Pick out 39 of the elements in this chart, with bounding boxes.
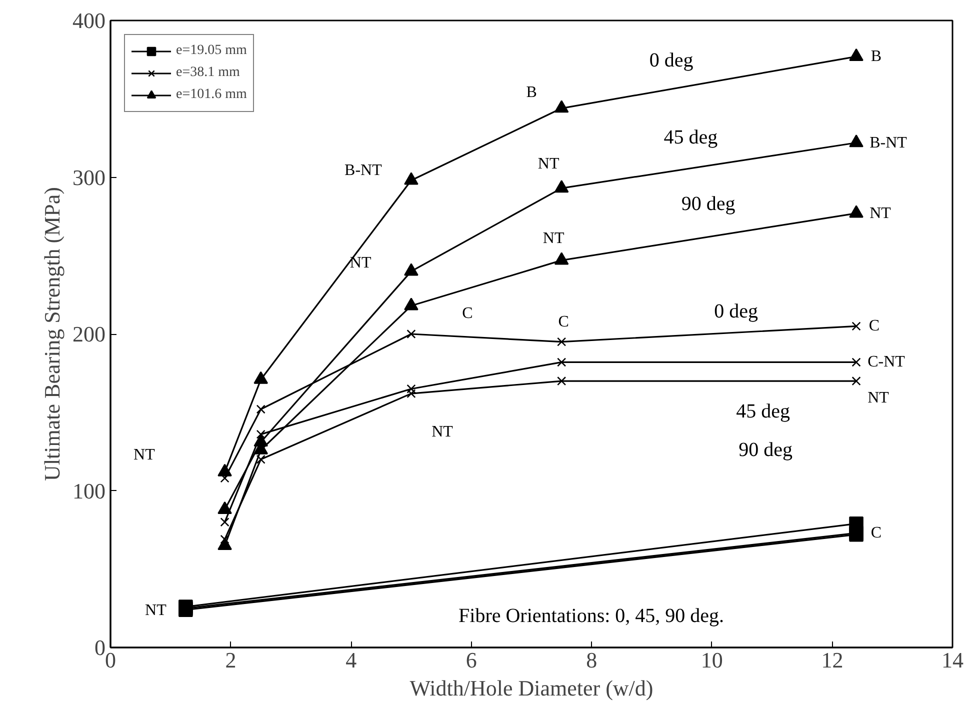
annotation: C [868,318,880,335]
annotation: C-NT [868,354,906,371]
annotation: 0 deg [649,50,694,72]
annotation: NT [870,204,892,222]
annotation: B-NT [870,134,908,152]
annotation: 45 deg [664,126,718,149]
y-axis-title: Ultimate Bearing Strength (MPa) [40,187,64,481]
x-tick-label: 12 [821,648,844,672]
annotation: C [870,524,882,542]
annotation: NT [538,156,560,173]
x-axis-title: Width/Hole Diameter (w/d) [410,676,654,700]
y-tick-label: 400 [72,8,106,33]
x-tick-label: 14 [942,648,964,672]
annotation: NT [134,446,156,464]
annotation: NT [542,230,564,247]
legend-label: e=19.05 mm [176,43,247,59]
annotation: NT [432,423,454,440]
y-tick-label: 100 [72,478,106,504]
legend-label: e=101.6 mm [176,87,247,103]
annotation: B [870,48,882,66]
annotation: 0 deg [714,300,758,322]
annotation: B [526,84,537,101]
annotation: 45 deg [736,400,790,423]
annotation: C [462,304,473,322]
annotation: C [558,313,569,330]
y-tick-label: 200 [72,322,106,346]
x-tick-label: 4 [346,648,357,672]
x-tick-label: 10 [700,648,723,672]
x-tick-label: 2 [225,648,236,672]
annotation: 90 deg [738,438,793,461]
y-tick-label: 300 [72,164,106,190]
legend-label: e=38.1 mm [176,65,240,81]
annotation: NT [145,602,167,619]
annotation: B-NT [344,162,382,179]
annotation: 90 deg [681,193,736,216]
annotation: NT [868,390,890,407]
x-tick-label: 6 [466,648,477,672]
annotation: Fibre Orientations: 0, 45, 90 deg. [458,605,724,628]
x-tick-label: 8 [586,648,598,672]
